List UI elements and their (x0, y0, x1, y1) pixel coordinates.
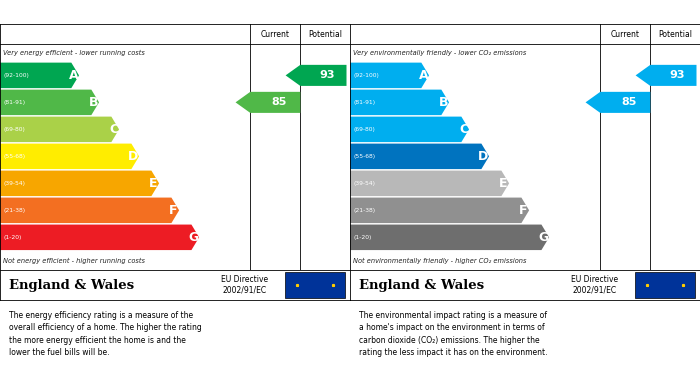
Text: Current: Current (261, 30, 290, 39)
Text: England & Wales: England & Wales (358, 278, 484, 292)
Polygon shape (350, 63, 429, 88)
Polygon shape (636, 65, 696, 86)
Text: C: C (109, 123, 118, 136)
Text: Very energy efficient - lower running costs: Very energy efficient - lower running co… (3, 50, 145, 56)
Text: The energy efficiency rating is a measure of the
overall efficiency of a home. T: The energy efficiency rating is a measur… (8, 311, 202, 357)
Text: 85: 85 (622, 97, 636, 108)
Text: England & Wales: England & Wales (8, 278, 134, 292)
Polygon shape (235, 92, 300, 113)
Text: Current: Current (611, 30, 640, 39)
Bar (636, 272, 694, 298)
Text: The environmental impact rating is a measure of
a home's impact on the environme: The environmental impact rating is a mea… (358, 311, 547, 357)
Polygon shape (0, 224, 199, 250)
Text: (1-20): (1-20) (4, 235, 22, 240)
Text: Potential: Potential (658, 30, 692, 39)
Polygon shape (350, 197, 529, 223)
Polygon shape (286, 65, 346, 86)
Text: 93: 93 (319, 70, 335, 81)
Text: (21-38): (21-38) (354, 208, 376, 213)
Text: (69-80): (69-80) (354, 127, 375, 132)
Text: EU Directive
2002/91/EC: EU Directive 2002/91/EC (221, 275, 269, 295)
Text: Not environmentally friendly - higher CO₂ emissions: Not environmentally friendly - higher CO… (353, 258, 526, 264)
Text: 85: 85 (272, 97, 286, 108)
Polygon shape (0, 197, 179, 223)
Text: E: E (149, 177, 158, 190)
Text: B: B (439, 96, 448, 109)
Text: D: D (478, 150, 489, 163)
Polygon shape (0, 117, 119, 142)
Polygon shape (350, 143, 489, 169)
Text: (55-68): (55-68) (4, 154, 26, 159)
Text: (81-91): (81-91) (4, 100, 26, 105)
Text: (55-68): (55-68) (354, 154, 376, 159)
Text: C: C (459, 123, 468, 136)
Polygon shape (350, 224, 549, 250)
Polygon shape (0, 170, 159, 196)
Polygon shape (0, 63, 79, 88)
Bar (286, 272, 344, 298)
Text: F: F (519, 204, 528, 217)
Text: Very environmentally friendly - lower CO₂ emissions: Very environmentally friendly - lower CO… (353, 50, 526, 56)
Text: B: B (89, 96, 98, 109)
Polygon shape (585, 92, 650, 113)
Text: Not energy efficient - higher running costs: Not energy efficient - higher running co… (3, 258, 145, 264)
Text: Potential: Potential (308, 30, 342, 39)
Text: A: A (419, 69, 428, 82)
Text: 93: 93 (669, 70, 685, 81)
Text: D: D (128, 150, 139, 163)
Text: (39-54): (39-54) (354, 181, 375, 186)
Text: (81-91): (81-91) (354, 100, 376, 105)
Text: (69-80): (69-80) (4, 127, 25, 132)
Text: (21-38): (21-38) (4, 208, 26, 213)
Text: (39-54): (39-54) (4, 181, 25, 186)
Text: E: E (499, 177, 508, 190)
Polygon shape (350, 90, 449, 115)
Text: Environmental Impact (CO₂) Rating: Environmental Impact (CO₂) Rating (355, 5, 587, 18)
Text: G: G (538, 231, 549, 244)
Text: (92-100): (92-100) (4, 73, 29, 78)
Text: (92-100): (92-100) (354, 73, 379, 78)
Text: G: G (188, 231, 199, 244)
Text: A: A (69, 69, 78, 82)
Polygon shape (350, 170, 509, 196)
Polygon shape (0, 143, 139, 169)
Polygon shape (350, 117, 469, 142)
Text: EU Directive
2002/91/EC: EU Directive 2002/91/EC (571, 275, 619, 295)
Text: F: F (169, 204, 178, 217)
Text: (1-20): (1-20) (354, 235, 372, 240)
Polygon shape (0, 90, 99, 115)
Text: Energy Efficiency Rating: Energy Efficiency Rating (6, 5, 168, 18)
